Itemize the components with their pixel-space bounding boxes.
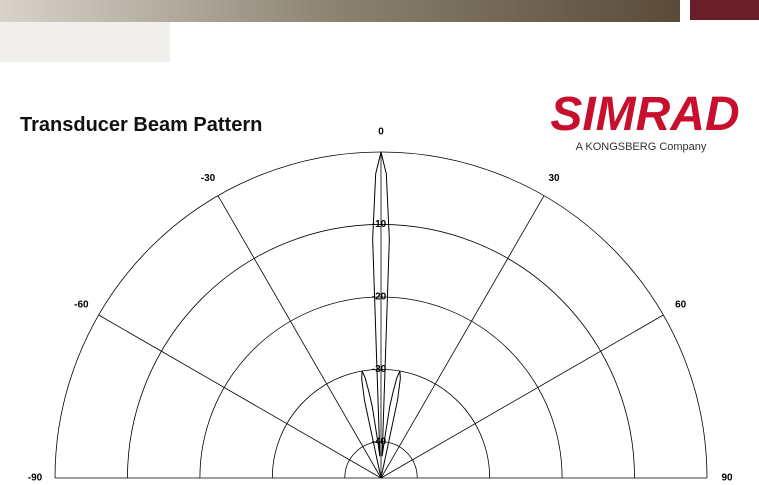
theta-tick-label: -30 <box>201 173 216 184</box>
chart-title: Transducer Beam Pattern <box>20 114 262 136</box>
theta-tick-label: -60 <box>74 300 89 311</box>
grid-spoke <box>98 314 382 479</box>
logo-name: SIMRAD <box>550 88 739 141</box>
banner <box>0 0 680 22</box>
r-tick-label: -30 <box>372 364 387 375</box>
beam-line <box>361 151 401 479</box>
banner-shadow <box>0 22 170 62</box>
logo-tagline: A KONGSBERG Company <box>576 141 707 153</box>
banner-right <box>690 0 759 20</box>
theta-tick-label: 90 <box>721 473 733 484</box>
theta-tick-label: 60 <box>675 300 687 311</box>
theta-tick-label: -90 <box>28 473 43 484</box>
grid-spoke <box>380 195 545 479</box>
theta-tick-label: 0 <box>378 127 384 138</box>
r-tick-label: -10 <box>372 219 387 230</box>
r-tick-label: -20 <box>372 292 387 303</box>
grid-spoke <box>217 195 382 479</box>
theta-tick-label: 30 <box>548 173 560 184</box>
grid-spoke <box>380 314 664 479</box>
